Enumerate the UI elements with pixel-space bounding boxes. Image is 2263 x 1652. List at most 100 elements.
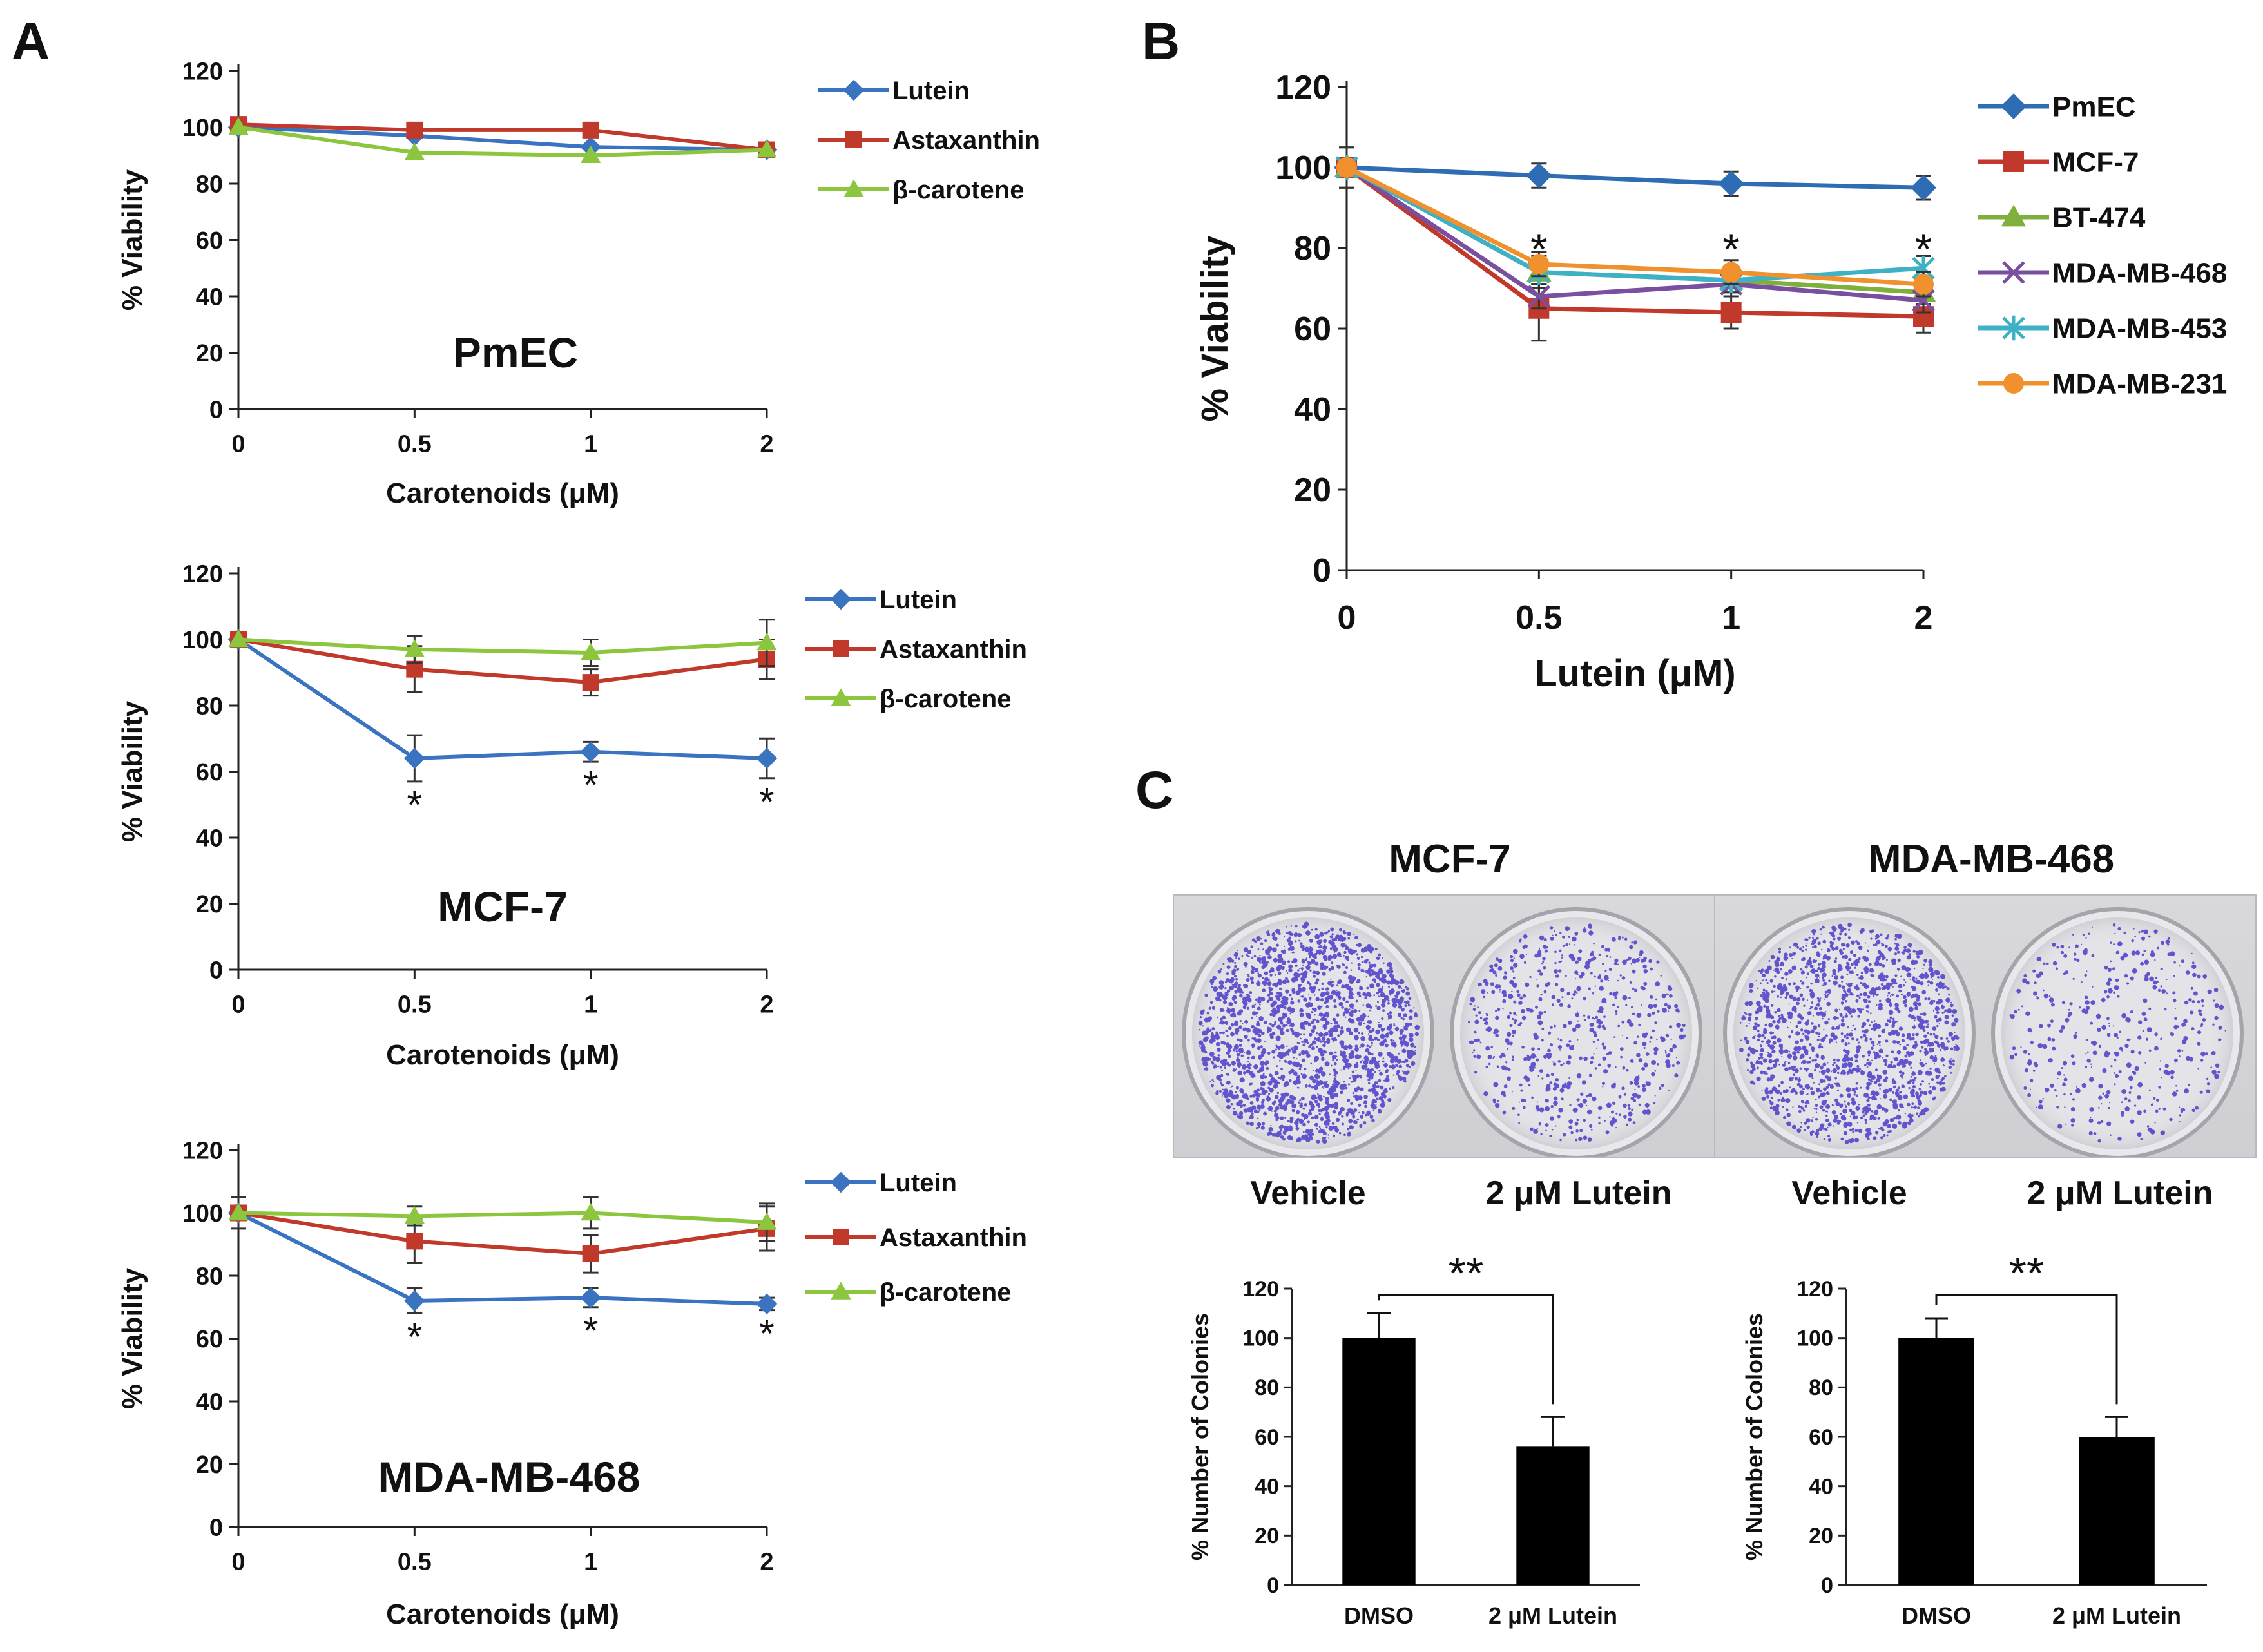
legend-label: Astaxanthin bbox=[880, 635, 1027, 664]
colonies-lutein-mdamb468 bbox=[2009, 923, 2227, 1143]
legend-label: MDA-MB-468 bbox=[2052, 257, 2227, 289]
colonies-vehicle-mdamb468 bbox=[1738, 922, 1960, 1145]
y-tick-label: 80 bbox=[1294, 230, 1331, 267]
data-point-carotene bbox=[404, 639, 425, 657]
y-tick-label: 100 bbox=[1796, 1327, 1833, 1351]
plate-photo-mdamb468 bbox=[1714, 894, 2257, 1158]
y-tick-label: 20 bbox=[196, 891, 223, 918]
series-line-astaxanthin bbox=[238, 122, 767, 152]
x-tick-label: 1 bbox=[584, 992, 597, 1019]
y-tick-label: 40 bbox=[196, 825, 223, 852]
significance-star: * bbox=[1530, 226, 1547, 274]
colonies-lutein-mcf7 bbox=[1467, 923, 1686, 1142]
legend-item-pmec: PmEC bbox=[1978, 91, 2136, 122]
legend-label: Lutein bbox=[880, 586, 957, 614]
legend-label: MCF-7 bbox=[2052, 146, 2139, 178]
series-line-lutein bbox=[238, 125, 767, 152]
x-tick-label: 0.5 bbox=[398, 992, 432, 1019]
y-tick-label: 20 bbox=[1294, 472, 1331, 509]
chart-title: PmEC bbox=[453, 329, 578, 376]
x-tick-label: 0 bbox=[1338, 599, 1356, 637]
legend-item-lutein: Lutein bbox=[805, 1169, 957, 1197]
series-line-carotene bbox=[238, 125, 767, 158]
legend-item-astaxanthin: Astaxanthin bbox=[805, 635, 1027, 664]
y-tick-label: 0 bbox=[1267, 1573, 1279, 1598]
series-line-lutein bbox=[237, 638, 767, 761]
data-point-carotene bbox=[404, 1205, 425, 1224]
data-point-astaxanthin bbox=[582, 674, 599, 691]
y-tick-label: 40 bbox=[196, 283, 223, 311]
legend-marker bbox=[2001, 93, 2027, 119]
y-tick-label: 60 bbox=[196, 1326, 223, 1353]
y-tick-label: 100 bbox=[1275, 149, 1331, 187]
series-line-carotene bbox=[238, 637, 767, 655]
legend-item-mcf-7: MCF-7 bbox=[1978, 146, 2139, 178]
significance-star: * bbox=[407, 1315, 422, 1359]
y-tick-label: 60 bbox=[1809, 1425, 1833, 1450]
legend-label: MDA-MB-453 bbox=[2052, 312, 2227, 344]
data-point-mda-mb-468 bbox=[1527, 285, 1551, 308]
legend-label: Astaxanthin bbox=[880, 1224, 1027, 1252]
data-point-lutein bbox=[404, 747, 425, 769]
y-axis-label: % Number of Colonies bbox=[1187, 1313, 1213, 1561]
series-pmec bbox=[1334, 146, 1936, 201]
data-point-mda-mb-231 bbox=[1913, 274, 1934, 295]
series-line-mda-mb-453 bbox=[1345, 165, 1924, 283]
bar-2-m-lutein bbox=[1516, 1446, 1590, 1585]
x-tick-label: 0 bbox=[231, 1549, 245, 1576]
x-tick-label: 0 bbox=[231, 992, 245, 1019]
x-axis-label: Carotenoids (μM) bbox=[386, 1039, 619, 1071]
x-tick-label: 0.5 bbox=[398, 1549, 432, 1576]
dish-lutein-mdamb468 bbox=[1991, 907, 2244, 1157]
bar-dmso bbox=[1898, 1338, 1974, 1585]
y-axis-label: % Viability bbox=[1194, 235, 1236, 421]
data-point-mda-mb-231 bbox=[1720, 262, 1742, 283]
legend-item-astaxanthin: Astaxanthin bbox=[805, 1224, 1027, 1252]
y-tick-label: 80 bbox=[1809, 1376, 1833, 1400]
data-point-mda-mb-231 bbox=[1528, 254, 1550, 274]
data-point-carotene bbox=[581, 642, 601, 660]
y-tick-label: 120 bbox=[1275, 69, 1331, 106]
data-point-astaxanthin bbox=[582, 121, 599, 139]
legend-label: PmEC bbox=[2052, 91, 2136, 122]
x-axis-label: Carotenoids (μM) bbox=[386, 1599, 619, 1630]
legend-label: β-carotene bbox=[880, 1278, 1011, 1307]
y-tick-label: 120 bbox=[182, 561, 223, 588]
y-tick-label: 40 bbox=[1255, 1475, 1279, 1499]
x-tick-label: 2 μM Lutein bbox=[1488, 1602, 1617, 1629]
data-point-carotene bbox=[581, 1202, 601, 1221]
y-tick-label: 80 bbox=[196, 171, 223, 198]
caption-lutein-mcf7: 2 μM Lutein bbox=[1485, 1175, 1672, 1212]
legend-label: Lutein bbox=[880, 1169, 957, 1197]
data-point-astaxanthin bbox=[582, 1245, 599, 1262]
significance-bracket bbox=[1378, 1294, 1554, 1405]
colony-dots bbox=[1467, 923, 1686, 1142]
data-point-lutein bbox=[580, 1287, 601, 1309]
significance-stars: ** bbox=[1449, 1248, 1483, 1298]
panel-letter-a: A bbox=[12, 12, 50, 71]
legend-item-carotene: β-carotene bbox=[805, 685, 1011, 713]
y-tick-label: 120 bbox=[1242, 1277, 1279, 1301]
chart-title: MCF-7 bbox=[438, 883, 568, 930]
data-point-astaxanthin bbox=[406, 660, 423, 678]
series-line-mda-mb-468 bbox=[1345, 166, 1924, 303]
x-tick-label: DMSO bbox=[1902, 1602, 1971, 1629]
legend-marker bbox=[830, 588, 852, 610]
y-tick-label: 100 bbox=[182, 1200, 223, 1227]
data-point-carotene bbox=[581, 145, 601, 163]
significance-star: * bbox=[583, 763, 599, 807]
y-tick-label: 0 bbox=[209, 396, 223, 423]
x-tick-label: 2 bbox=[760, 992, 773, 1019]
legend-marker bbox=[2001, 204, 2027, 227]
x-tick-label: 0 bbox=[231, 431, 245, 458]
caption-vehicle-mdamb468: Vehicle bbox=[1791, 1175, 1907, 1212]
significance-stars: ** bbox=[2009, 1248, 2044, 1298]
bar-dmso bbox=[1342, 1338, 1416, 1585]
x-axis-label: Carotenoids (μM) bbox=[386, 477, 619, 509]
legend-label: β-carotene bbox=[880, 685, 1011, 713]
series-line-lutein bbox=[237, 1211, 767, 1306]
y-tick-label: 40 bbox=[1809, 1475, 1833, 1499]
